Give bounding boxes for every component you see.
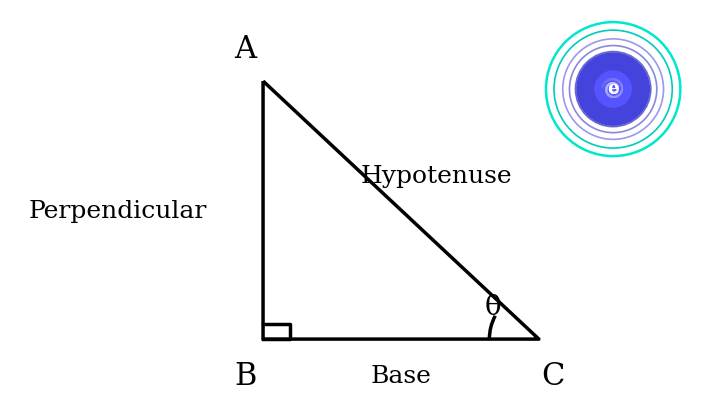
Text: Base: Base xyxy=(371,364,432,387)
Ellipse shape xyxy=(577,53,650,127)
Text: θ: θ xyxy=(485,294,501,320)
Text: C: C xyxy=(541,360,564,391)
Text: Hypotenuse: Hypotenuse xyxy=(361,165,512,188)
Text: B: B xyxy=(234,360,256,391)
Text: Perpendicular: Perpendicular xyxy=(29,199,207,222)
Text: A: A xyxy=(234,34,256,65)
Text: e: e xyxy=(607,80,619,98)
Ellipse shape xyxy=(594,71,632,109)
